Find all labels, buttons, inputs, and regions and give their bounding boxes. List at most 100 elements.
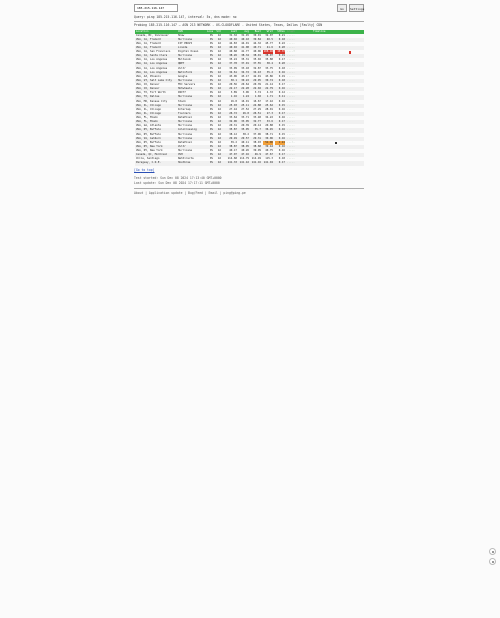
row-sent: 42 [217, 149, 221, 152]
row-loss: 0% [209, 120, 213, 124]
row-asn: Hurricane [178, 136, 193, 140]
row-stdev: 0.22 [278, 41, 285, 45]
scroll-down-button[interactable] [489, 558, 496, 565]
row-loss: 0% [209, 157, 213, 161]
row-stdev: 0.16 [278, 136, 285, 140]
row-location: USA, CA, Fremont [136, 37, 161, 41]
go-top-link-text[interactable]: [Go to top] [134, 168, 155, 172]
probing-line: Probing 185.215.116.147 – ASN 213 NETWOR… [134, 23, 323, 27]
row-location: USA, CA, Fremont [136, 41, 161, 45]
table-row: USA, FL, Miami DataPixel 0% 42 33.64 33.71 33.… [135, 116, 364, 120]
row-stdev: 0.17 [278, 120, 285, 124]
row-last: 16.8 [230, 99, 237, 103]
table-row: Chile, Santiago Netdirecta 0% 42 114.68 114.7… [135, 157, 364, 161]
row-stdev: 0.15 [278, 124, 285, 128]
row-location: USA, CO, Denver [136, 83, 160, 86]
row-avg: 38.34 [241, 54, 249, 58]
row-worst: 20.88 [265, 124, 273, 128]
row-loss: 0% [209, 95, 213, 99]
row-worst: 38.4 [266, 62, 273, 66]
row-location: USA, NY, Buffalo [136, 132, 161, 136]
go-button[interactable]: Go [337, 4, 347, 12]
row-best: 40.06 [253, 50, 261, 53]
row-stdev: 0.11 [278, 95, 285, 99]
row-loss: 0% [209, 54, 213, 58]
row-loss: 0% [209, 107, 213, 111]
table-row: USA, TX, Fort Worth INIT7 0% 42 3.89 3.96 3.74… [135, 91, 364, 95]
last-update: Last update: Sun Dec 08 2024 17:17:11 GM… [134, 181, 220, 185]
table-row: USA, NY, Buffalo Hurricane 0% 42 38.12 38.2 37… [135, 133, 364, 137]
results-table: Location ASN Loss Snt Last Avg Best Wrst… [135, 30, 364, 166]
go-top-link[interactable]: [Go to top] [134, 168, 155, 172]
row-avg: 37.91 [241, 62, 249, 66]
row-stdev: 0.16 [278, 70, 285, 74]
table-row: USA, TX, Dallas Hurricane 0% 42 1.16 1.24 1.02… [135, 95, 364, 100]
footer-nav[interactable]: About | Application update | Bug/Feed | … [134, 191, 246, 195]
row-avg: 40.11 [241, 140, 249, 144]
row-graph: ...:. [287, 140, 295, 144]
row-stdev: 0.17 [278, 161, 285, 165]
target-host-input[interactable] [134, 4, 178, 12]
table-row: USA, NY, New York Hurricane 0% 42 40.17 40.26… [135, 149, 364, 153]
row-best: 37.96 [253, 132, 261, 136]
col-stdev: StDev [277, 30, 285, 33]
row-last: 40.17 [229, 149, 237, 152]
table-row: USA, NY, New York Vultr 0% 42 38.87 38.95 38.6… [135, 144, 364, 149]
row-graph: ..... [287, 33, 295, 37]
row-last: 114.68 [227, 157, 237, 161]
row-sent: 42 [217, 66, 221, 70]
row-avg: 31.45 [241, 33, 249, 37]
row-loss: 0% [209, 116, 213, 119]
row-avg: 38.2 [242, 132, 249, 136]
row-asn: Hostbras [178, 161, 191, 165]
row-location: USA, IL, Chicago [136, 107, 161, 111]
row-graph: ..... [287, 157, 295, 161]
row-stdev: 0.18 [278, 78, 285, 82]
scroll-up-button[interactable] [489, 548, 496, 555]
row-last: 22.17 [229, 87, 237, 91]
row-worst: 39.44 [265, 144, 273, 148]
row-location: USA, NY, Buffalo [136, 140, 161, 144]
row-last: 27.44 [229, 107, 237, 111]
row-asn: Hurricane [178, 37, 193, 41]
row-location: Canada, BC, Vancouver [136, 33, 169, 37]
row-worst: 108.46 [263, 50, 273, 55]
settings-button[interactable]: Settings [349, 4, 364, 12]
col-loss: Loss [207, 30, 213, 33]
row-sent: 42 [217, 153, 221, 157]
row-graph: ..... [287, 132, 295, 136]
row-sent: 42 [217, 58, 221, 62]
row-loss: 0% [209, 78, 213, 82]
row-last: 26.72 [229, 111, 237, 115]
row-graph: ..... [287, 37, 295, 41]
row-sent: 42 [217, 37, 221, 41]
row-stdev: 0.19 [278, 54, 285, 58]
row-avg: 35.31 [241, 58, 249, 62]
row-avg: 47.16 [241, 153, 249, 157]
row-best: 32.87 [253, 66, 261, 70]
row-sent: 42 [217, 70, 221, 74]
row-location: USA, GA, Atlanta [136, 124, 161, 128]
row-location: USA, FL, Miami [136, 120, 158, 124]
row-graph: ..... [287, 120, 295, 124]
row-graph: ..... [287, 41, 295, 45]
row-asn: FDC Servers [178, 83, 196, 86]
row-sent: 42 [217, 33, 221, 37]
row-sent: 42 [217, 140, 221, 144]
row-last: 40.92 [229, 45, 237, 49]
row-best: 42.91 [253, 74, 261, 78]
row-sent: 42 [217, 128, 221, 132]
row-last: 44.83 [229, 41, 237, 45]
row-asn: Multacom [178, 58, 191, 62]
row-avg: 41.08 [241, 45, 249, 49]
row-asn: QNET [178, 62, 185, 66]
row-graph: ..... [287, 111, 295, 115]
row-worst: 33.75 [265, 66, 273, 70]
table-header: Location ASN Loss Snt Last Avg Best Wrst… [135, 30, 364, 34]
row-worst: 35.2 [266, 70, 273, 74]
row-location: USA, AZ, Phoenix [136, 74, 161, 78]
row-graph: ..... [287, 70, 295, 74]
row-stdev: 0.15 [278, 132, 285, 136]
row-avg: 35.95 [241, 128, 249, 132]
timeline-spike-marker [335, 142, 337, 145]
